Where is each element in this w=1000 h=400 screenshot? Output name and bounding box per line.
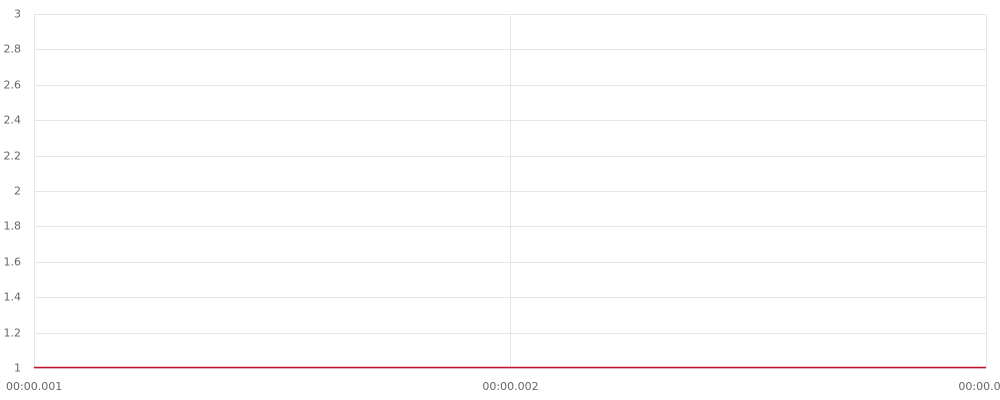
y-axis-ticks: 1 1.2 1.4 1.6 1.8 2 2.2 2.4 2.6 2.8 3: [4, 8, 22, 375]
y-tick-label: 2.8: [4, 43, 22, 56]
y-tick-label: 3: [14, 8, 21, 21]
x-tick-label: 00:00.002: [482, 380, 538, 393]
x-axis-ticks: 00:00.001 00:00.002 00:00.003: [6, 380, 1000, 393]
x-tick-label: 00:00.003: [958, 380, 1000, 393]
y-tick-label: 2.2: [4, 150, 22, 163]
grid: [34, 14, 987, 369]
y-tick-label: 2: [14, 185, 21, 198]
y-tick-label: 1.2: [4, 327, 22, 340]
y-tick-label: 2.4: [4, 114, 22, 127]
y-tick-label: 2.6: [4, 79, 22, 92]
y-tick-label: 1.4: [4, 291, 22, 304]
y-tick-label: 1.6: [4, 256, 22, 269]
x-tick-label: 00:00.001: [6, 380, 62, 393]
y-tick-label: 1.8: [4, 220, 22, 233]
y-tick-label: 1: [14, 362, 21, 375]
